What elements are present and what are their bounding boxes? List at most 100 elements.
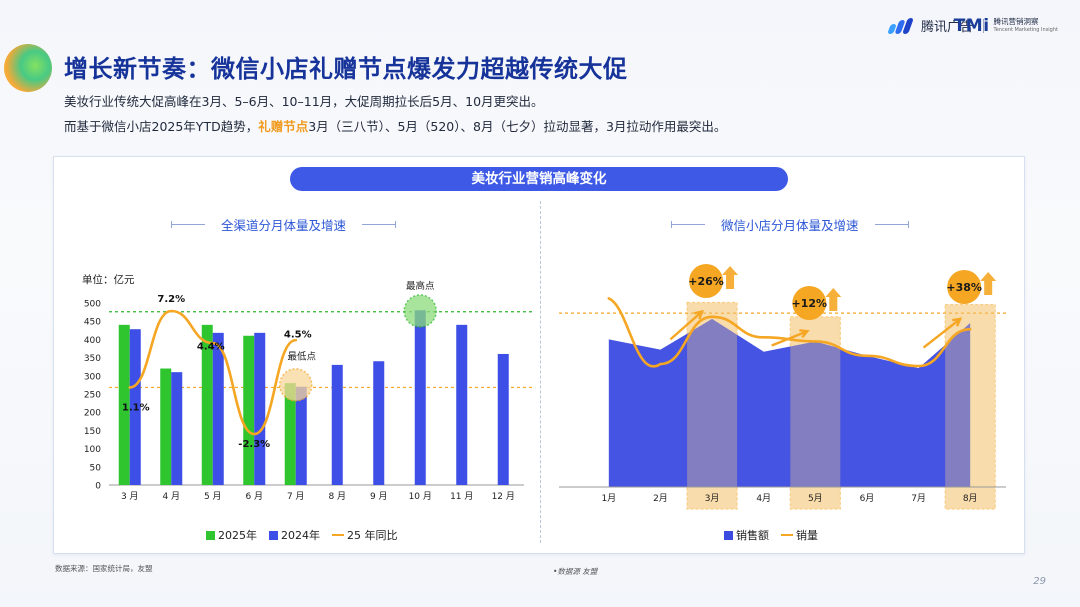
tmi-sub-cn: 腾讯营销洞察 <box>993 17 1039 26</box>
bar-2025 <box>201 324 213 485</box>
subtitle-line-2-a: 而基于微信小店2025年YTD趋势， <box>64 119 259 134</box>
bar-2024 <box>254 332 266 485</box>
highlight-overlay <box>790 316 841 509</box>
subtitle-rule-left <box>171 221 205 228</box>
tmi-mark: TMi <box>953 16 990 36</box>
y-tick-label: 400 <box>84 336 101 346</box>
trend-arrow-head <box>693 309 704 320</box>
highlight-overlay <box>687 302 738 509</box>
legend-swatch-2024 <box>269 531 278 540</box>
tmi-sub-en: Tencent Marketing Insight <box>993 27 1058 33</box>
y-tick-label: 500 <box>84 300 101 310</box>
x-tick-label: 6 月 <box>245 491 263 502</box>
x-tick-label: 7月 <box>911 493 926 504</box>
subtitle-rule-left <box>671 221 705 228</box>
x-tick-label: 4 月 <box>162 491 180 502</box>
trough-marker <box>279 368 313 402</box>
left-bar-chart: 0 50 100 150 200 250 300 350 400 450 500 3 月 4 月 5 月 6… <box>84 280 532 502</box>
yoy-label: 4.5% <box>284 330 312 341</box>
legend-swatch-yoy <box>332 534 344 536</box>
yoy-label: 1.1% <box>122 402 150 413</box>
bar-2025 <box>284 383 296 485</box>
trend-arrow-head <box>952 317 963 327</box>
y-tick-label: 100 <box>84 445 101 455</box>
subtitle-line-2-b: 3月（三八节）、5月（520）、8月（七夕）拉动显著，3月拉动作用最突出。 <box>308 119 727 134</box>
sales-area <box>608 318 971 487</box>
right-chart-subtitle: 微信小店分月体量及增速 <box>671 215 909 234</box>
legend-2024: 2024年 <box>269 527 320 543</box>
bar-2025 <box>243 335 255 485</box>
chart-panel: 美妆行业营销高峰变化 全渠道分月体量及增速 微信小店分月体量及增速 单位：亿元 … <box>53 156 1025 554</box>
source-note-right: •数据源 友盟 <box>553 567 598 576</box>
y-tick-label: 150 <box>84 427 101 437</box>
page-number: 29 <box>1033 576 1046 587</box>
y-tick-label: 0 <box>95 482 101 492</box>
page-title: 增长新节奏：微信小店礼赠节点爆发力超越传统大促 <box>64 55 628 83</box>
trend-arrow-head <box>799 329 810 339</box>
legend-label-sales: 销售额 <box>736 529 769 542</box>
subtitle-line-2: 而基于微信小店2025年YTD趋势，礼赠节点3月（三八节）、5月（520）、8月… <box>64 116 726 135</box>
legend-sales: 销售额 <box>724 527 769 543</box>
tencent-ads-logo-icon <box>887 17 915 34</box>
x-tick-label: 1月 <box>601 493 616 504</box>
yoy-line <box>128 309 298 436</box>
left-chart-title: 全渠道分月体量及增速 <box>221 218 347 233</box>
peak-marker <box>403 294 437 328</box>
bar-2024 <box>129 329 141 485</box>
growth-up-arrow-icon <box>825 288 842 311</box>
growth-label: +12% <box>792 297 828 310</box>
bar-2025 <box>160 368 172 485</box>
x-tick-label: 10 月 <box>409 491 432 502</box>
x-tick-label: 5 月 <box>204 491 222 502</box>
legend-label-yoy: 25 年同比 <box>347 529 398 542</box>
brand-name: 腾讯广告 <box>920 20 973 35</box>
legend-yoy: 25 年同比 <box>332 527 398 543</box>
bar-2024 <box>171 372 183 485</box>
y-tick-label: 350 <box>84 354 101 364</box>
x-tick-label: 5月 <box>808 493 823 504</box>
legend-label-volume: 销量 <box>796 529 818 542</box>
legend-swatch-2025 <box>206 531 215 540</box>
growth-up-arrow-icon <box>980 272 997 295</box>
highlight-overlay <box>945 304 996 509</box>
x-tick-label: 11 月 <box>450 491 473 502</box>
x-tick-label: 7 月 <box>287 491 305 502</box>
growth-label: +26% <box>688 275 724 288</box>
growth-up-arrow-icon <box>722 266 739 289</box>
x-tick-label: 8 月 <box>328 491 346 502</box>
trend-arrow <box>922 317 961 349</box>
trend-arrow <box>771 330 808 347</box>
legend-swatch-volume <box>781 534 793 536</box>
left-legend: 2025年 2024年 25 年同比 <box>206 527 398 543</box>
subtitle-rule-right <box>874 221 909 228</box>
x-tick-label: 4月 <box>756 493 771 504</box>
y-tick-label: 200 <box>84 409 101 419</box>
growth-label: +38% <box>946 281 982 294</box>
bar-2024 <box>212 332 224 485</box>
subtitle-line-1: 美妆行业传统大促高峰在3月、5–6月、10–11月，大促周期拉长后5月、10月更… <box>64 94 544 109</box>
subtitle-highlight: 礼赠节点 <box>258 119 309 134</box>
x-tick-label: 12 月 <box>492 491 515 502</box>
bar-2024 <box>414 310 426 485</box>
title-decoration <box>4 44 52 92</box>
trough-label: 最低点 <box>287 350 316 362</box>
volume-line <box>607 297 972 368</box>
panel-title: 美妆行业营销高峰变化 <box>290 167 788 191</box>
peak-label: 最高点 <box>406 280 435 292</box>
bar-2024 <box>331 364 343 485</box>
trend-arrow <box>669 310 703 341</box>
right-legend: 销售额 销量 <box>724 527 818 543</box>
yoy-label: 4.4% <box>197 342 225 353</box>
x-tick-label: 2月 <box>653 493 668 504</box>
x-tick-label: 8月 <box>963 493 978 504</box>
legend-swatch-sales <box>724 531 733 540</box>
bar-2024 <box>295 386 307 485</box>
tmi-logo: TMi 腾讯营销洞察 Tencent Marketing Insight <box>954 16 1058 36</box>
bar-2024 <box>456 324 468 485</box>
legend-2025: 2025年 <box>206 527 257 543</box>
y-tick-label: 250 <box>84 391 101 401</box>
bar-2024 <box>497 353 509 485</box>
subtitle-rule-right <box>362 221 397 228</box>
source-note-left: 数据来源：国家统计局，友盟 <box>55 564 153 573</box>
x-tick-label: 6月 <box>860 493 875 504</box>
